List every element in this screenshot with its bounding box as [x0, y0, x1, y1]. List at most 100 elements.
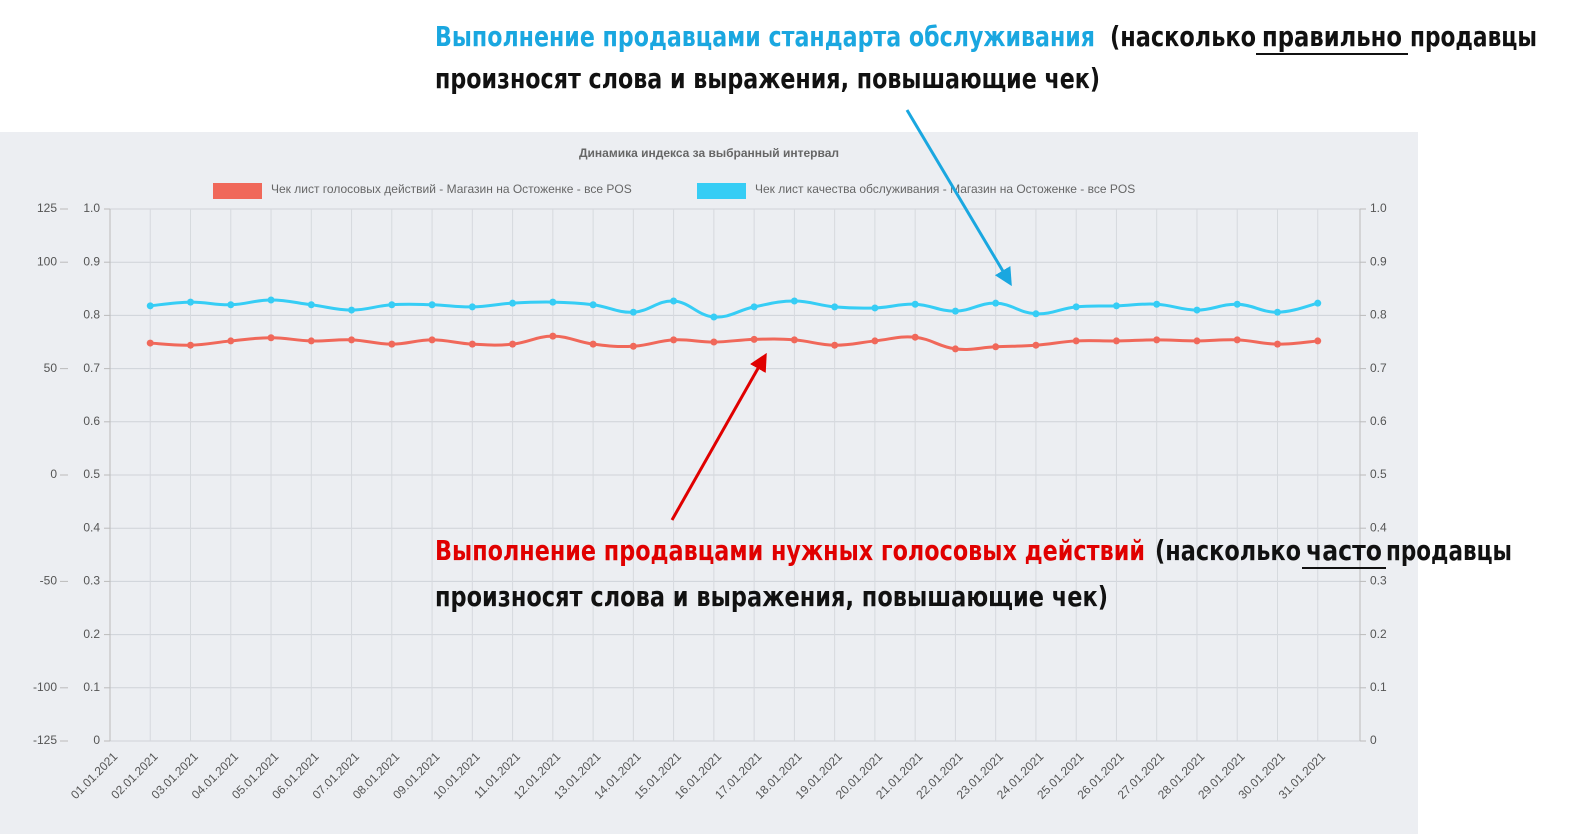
y-tick-label: 0.1 — [83, 680, 100, 694]
y2-tick-label: 0.9 — [1370, 254, 1387, 268]
y-tick-label: 0.6 — [83, 414, 100, 428]
point — [871, 337, 879, 345]
y3-tick-label: 50 — [44, 361, 58, 375]
point — [1032, 341, 1040, 349]
point — [307, 301, 315, 309]
legend-swatch — [697, 183, 746, 199]
y2-tick-label: 0.3 — [1370, 574, 1387, 588]
y3-tick-label: 100 — [37, 254, 57, 268]
point — [267, 296, 275, 304]
point — [388, 301, 396, 309]
point — [146, 302, 154, 310]
point — [187, 298, 195, 306]
point — [629, 308, 637, 316]
point — [1153, 300, 1161, 308]
point — [750, 335, 758, 343]
annotation-text: продавцы — [1410, 20, 1537, 53]
annotation: Выполнение продавцами нужных голосовых д… — [435, 352, 1512, 613]
point — [710, 338, 718, 346]
point — [549, 298, 557, 306]
annotation-highlight: Выполнение продавцами стандарта обслужив… — [435, 20, 1095, 53]
point — [871, 304, 879, 312]
point — [468, 303, 476, 311]
point — [146, 339, 154, 347]
point — [589, 301, 597, 309]
point — [1273, 308, 1281, 316]
y2-tick-label: 0.8 — [1370, 308, 1387, 322]
series-line — [150, 334, 1318, 351]
point — [549, 332, 557, 340]
point — [750, 303, 758, 311]
point — [670, 336, 678, 344]
legend-label: Чек лист голосовых действий - Магазин на… — [271, 182, 632, 196]
point — [227, 337, 235, 345]
point — [911, 333, 919, 341]
annotation-text: (насколько — [1110, 20, 1256, 53]
point — [509, 299, 517, 307]
point — [1233, 300, 1241, 308]
annotation-text: (насколько — [1155, 534, 1301, 567]
point — [468, 340, 476, 348]
point — [348, 336, 356, 344]
point — [1112, 337, 1120, 345]
annotation-highlight: Выполнение продавцами нужных голосовых д… — [435, 534, 1145, 567]
y3-tick-label: -100 — [33, 680, 57, 694]
point — [710, 313, 718, 321]
point — [1193, 306, 1201, 314]
y-tick-label: 0.7 — [83, 361, 100, 375]
y2-tick-label: 0.6 — [1370, 414, 1387, 428]
point — [1314, 299, 1322, 307]
point — [227, 301, 235, 309]
point — [670, 297, 678, 305]
chart-panel — [0, 132, 1418, 834]
legend-swatch — [213, 183, 262, 199]
point — [509, 340, 517, 348]
point — [951, 345, 959, 353]
point — [911, 300, 919, 308]
point — [589, 340, 597, 348]
chart-title: Динамика индекса за выбранный интервал — [579, 146, 839, 160]
point — [388, 340, 396, 348]
y-tick-label: 1.0 — [83, 201, 100, 215]
y3-tick-label: -50 — [40, 574, 58, 588]
y3-tick-label: -125 — [33, 733, 57, 747]
point — [1314, 337, 1322, 345]
point — [790, 297, 798, 305]
point — [267, 334, 275, 342]
annotation-text: произносят слова и выражения, повышающие… — [435, 62, 1100, 95]
point — [1072, 337, 1080, 345]
point — [307, 337, 315, 345]
arrow — [670, 352, 767, 521]
point — [831, 303, 839, 311]
arrow — [905, 109, 1012, 287]
annotation-text: продавцы — [1386, 534, 1512, 567]
point — [428, 336, 436, 344]
point — [1072, 303, 1080, 311]
y2-tick-label: 0.7 — [1370, 361, 1387, 375]
point — [1032, 310, 1040, 318]
point — [992, 343, 1000, 351]
y2-tick-label: 0.5 — [1370, 467, 1387, 481]
point — [1153, 336, 1161, 344]
y-tick-label: 0 — [93, 733, 100, 747]
point — [1193, 337, 1201, 345]
annotation-text: произносят слова и выражения, повышающие… — [435, 580, 1108, 613]
y-tick-label: 0.8 — [83, 308, 100, 322]
point — [1233, 336, 1241, 344]
y-tick-label: 0.2 — [83, 627, 100, 641]
y3-tick-label: 125 — [37, 201, 57, 215]
y2-tick-label: 0.2 — [1370, 627, 1387, 641]
series-line — [150, 298, 1319, 319]
y-tick-label: 0.9 — [83, 254, 100, 268]
point — [348, 306, 356, 314]
annotation: Выполнение продавцами стандарта обслужив… — [435, 20, 1537, 287]
point — [992, 299, 1000, 307]
y2-tick-label: 0 — [1370, 733, 1377, 747]
point — [790, 336, 798, 344]
point — [951, 307, 959, 315]
point — [831, 341, 839, 349]
point — [1112, 302, 1120, 310]
y3-tick-label: 0 — [50, 467, 57, 481]
y2-tick-label: 0.4 — [1370, 520, 1387, 534]
